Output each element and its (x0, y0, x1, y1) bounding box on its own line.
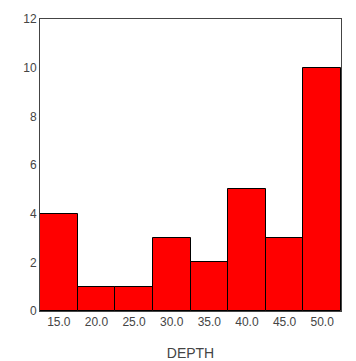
svg-text:0: 0 (30, 304, 37, 318)
svg-text:20.0: 20.0 (85, 315, 109, 329)
svg-text:25.0: 25.0 (122, 315, 146, 329)
svg-text:40.0: 40.0 (235, 315, 259, 329)
svg-text:DEPTH: DEPTH (167, 345, 214, 361)
svg-text:10: 10 (23, 61, 37, 75)
svg-text:30.0: 30.0 (160, 315, 184, 329)
svg-text:35.0: 35.0 (198, 315, 222, 329)
svg-text:45.0: 45.0 (273, 315, 297, 329)
svg-text:15.0: 15.0 (47, 315, 71, 329)
svg-text:4: 4 (30, 207, 37, 221)
svg-text:8: 8 (30, 110, 37, 124)
svg-text:2: 2 (30, 256, 37, 270)
svg-text:12: 12 (23, 12, 37, 26)
svg-text:50.0: 50.0 (311, 315, 335, 329)
svg-text:6: 6 (30, 158, 37, 172)
